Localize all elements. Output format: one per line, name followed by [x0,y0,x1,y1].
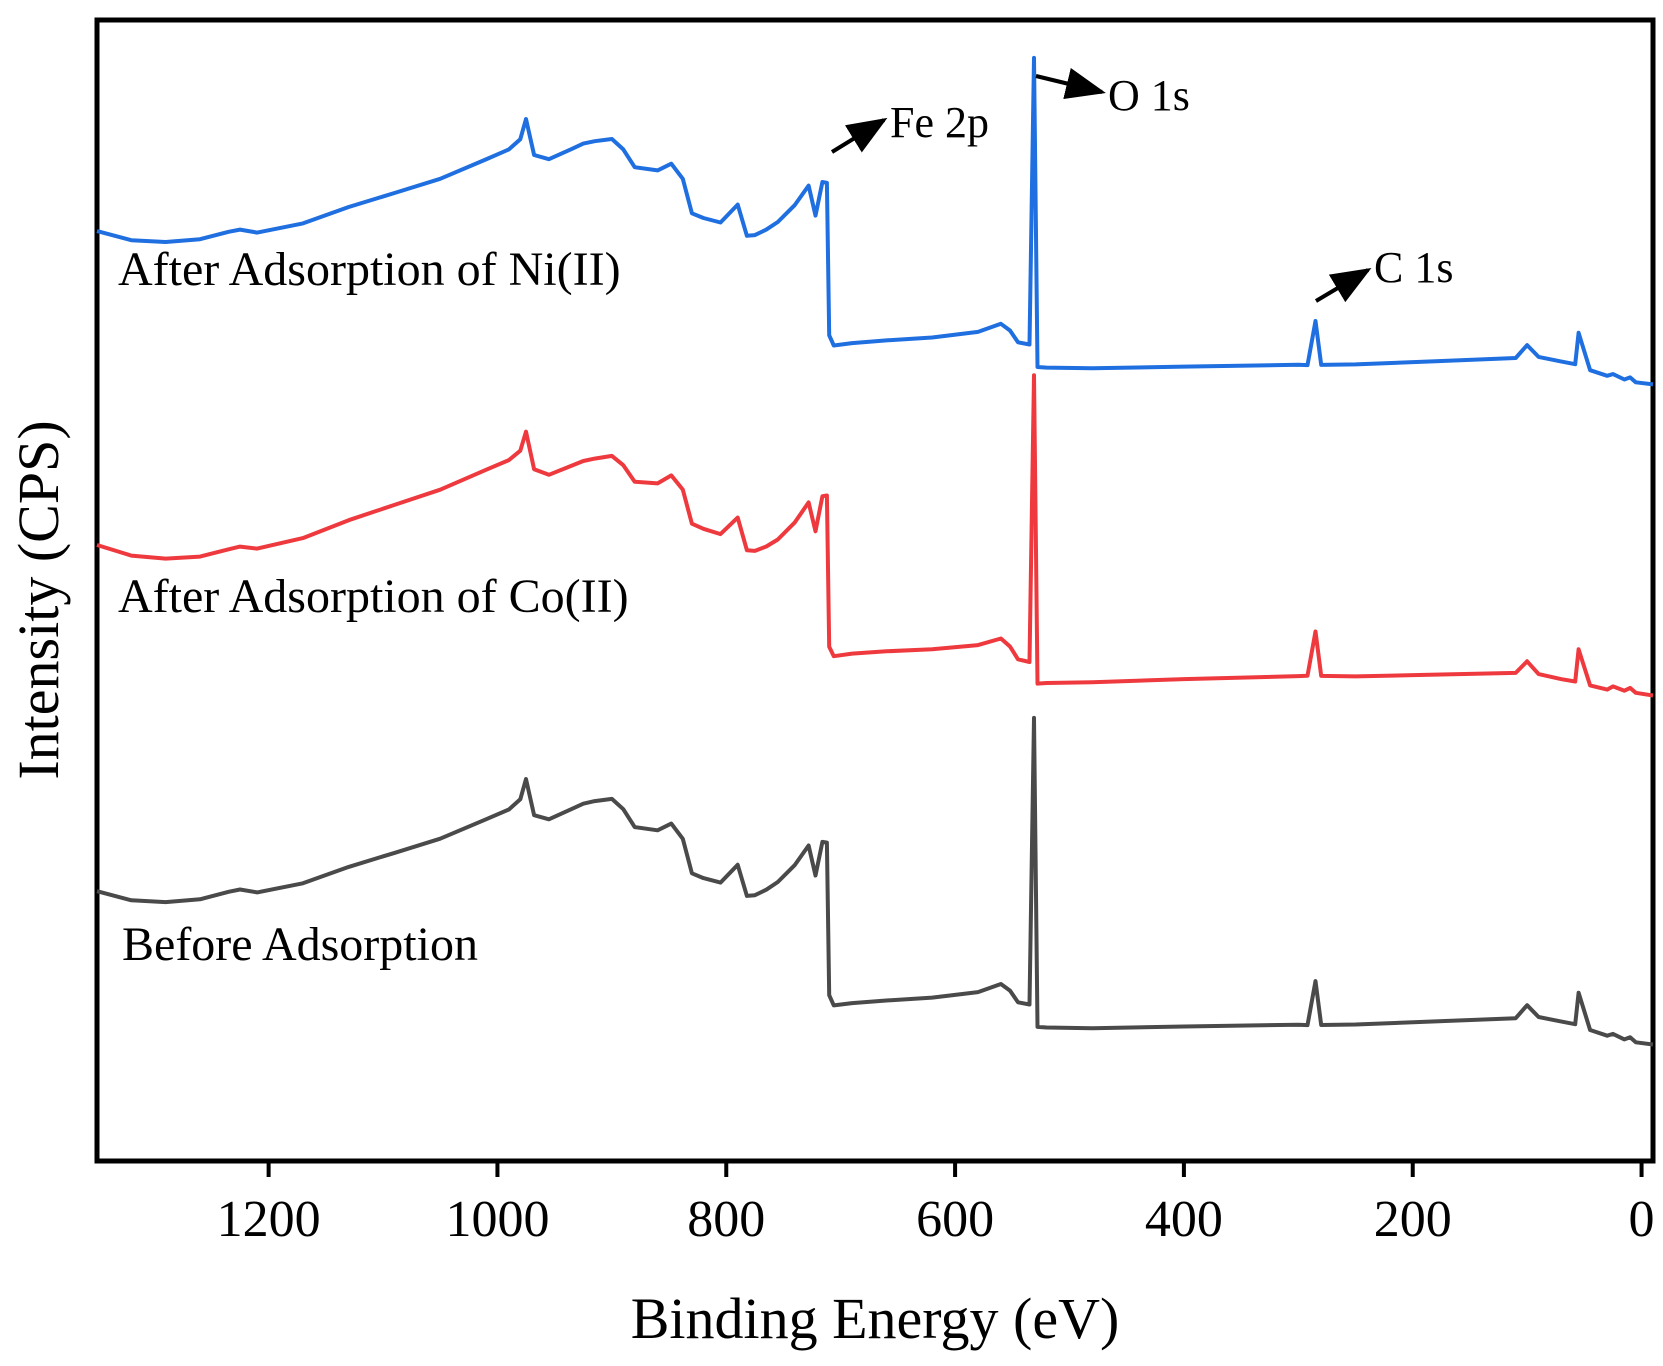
x-axis-ticks: 1200 1000 800 600 400 200 0 [217,1161,1655,1248]
x-tick-label-0: 0 [1629,1191,1655,1248]
o-1s-arrow [1035,67,1106,100]
series-line-2 [96,715,1654,1047]
x-axis-title: Binding Energy (eV) [631,1286,1120,1351]
x-tick-label-600: 600 [916,1191,994,1248]
series-label-ni: After Adsorption of Ni(II) [118,243,621,296]
x-tick-label-400: 400 [1145,1191,1223,1248]
series-labels: After Adsorption of Ni(II) After Adsorpt… [118,243,629,971]
plot-frame [94,17,1656,1164]
o-1s-label: O 1s [1108,71,1190,120]
x-tick-label-1200: 1200 [217,1191,321,1248]
series-layer [96,55,1654,1047]
series-label-co: After Adsorption of Co(II) [118,570,629,623]
series-line-0 [96,55,1654,387]
x-tick-label-1000: 1000 [445,1191,549,1248]
fe-2p-arrow [830,117,888,154]
peak-annotations: Fe 2p O 1s C 1s [830,67,1453,303]
series-line-1 [96,373,1654,698]
x-tick-label-200: 200 [1374,1191,1452,1248]
series-label-before: Before Adsorption [122,918,478,971]
fe-2p-label: Fe 2p [890,98,989,147]
y-axis-title: Intensity (CPS) [6,420,71,779]
c-1s-arrow [1314,267,1372,303]
x-tick-label-800: 800 [687,1191,765,1248]
c-1s-label: C 1s [1374,243,1453,292]
